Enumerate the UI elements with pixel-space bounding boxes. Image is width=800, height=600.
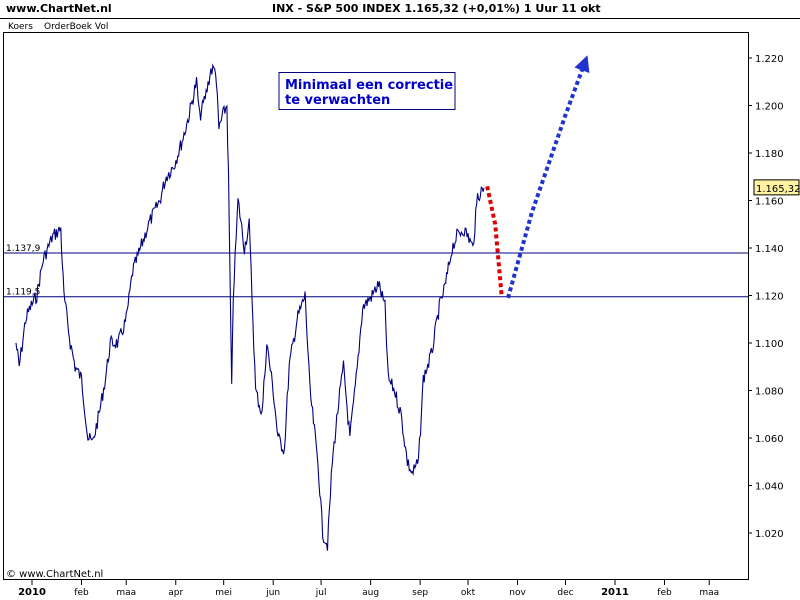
support-line-label: 1.119,5 bbox=[6, 288, 40, 298]
y-axis: 1.020 1.040 1.060 1.080 1.100 1.120 1.140 1.160… bbox=[748, 54, 784, 540]
annotation-line-2: te verwachten bbox=[285, 93, 390, 108]
x-tick-label: maa bbox=[699, 588, 719, 598]
x-tick-label: 2011 bbox=[601, 587, 629, 598]
x-tick-label: dec bbox=[557, 588, 573, 598]
site-name[interactable]: www.ChartNet.nl bbox=[6, 2, 112, 15]
y-tick-label: 1.180 bbox=[755, 149, 784, 160]
price-badge-value: 1.165,32 bbox=[756, 184, 800, 195]
x-tick-label: nov bbox=[509, 588, 526, 598]
y-tick-label: 1.200 bbox=[755, 102, 784, 113]
x-tick-label: 2010 bbox=[18, 587, 46, 598]
y-tick-label: 1.160 bbox=[755, 197, 784, 208]
annotation-box: Minimaal een correctie te verwachten bbox=[278, 72, 456, 110]
price-line bbox=[15, 63, 485, 551]
x-tick-label: okt bbox=[461, 588, 476, 598]
x-tick-label: maa bbox=[116, 588, 136, 598]
y-tick-label: 1.020 bbox=[755, 529, 784, 540]
price-badge: 1.165,32 bbox=[753, 179, 800, 196]
y-tick-label: 1.040 bbox=[755, 482, 784, 493]
projection-correction-line bbox=[485, 185, 504, 296]
annotation-frame bbox=[278, 72, 456, 110]
x-tick-label: sep bbox=[412, 588, 428, 598]
x-tick-label: aug bbox=[362, 588, 379, 598]
x-tick-label: apr bbox=[168, 588, 183, 598]
x-tick-label: jul bbox=[315, 588, 327, 598]
tab-koers[interactable]: Koers bbox=[8, 22, 33, 32]
x-tick-label: feb bbox=[74, 588, 89, 598]
support-line-label: 1.137,9 bbox=[6, 244, 41, 254]
copyright: © www.ChartNet.nl bbox=[6, 569, 103, 580]
y-tick-label: 1.220 bbox=[755, 54, 784, 65]
y-tick-label: 1.120 bbox=[755, 292, 784, 303]
price-badge-box bbox=[753, 179, 800, 196]
x-tick-label: feb bbox=[657, 588, 672, 598]
tab-orderboek-vol[interactable]: OrderBoek Vol bbox=[44, 22, 108, 32]
annotation-line-1: Minimaal een correctie bbox=[285, 78, 453, 93]
y-tick-label: 1.080 bbox=[755, 387, 784, 398]
price-series-group bbox=[15, 63, 485, 551]
plot-frame bbox=[3, 32, 749, 580]
support-lines: 1.137,9 1.119,5 bbox=[4, 244, 748, 298]
projection-group bbox=[485, 55, 590, 299]
x-axis: 2010 feb maa apr mei jun jul aug sep okt nov dec 201… bbox=[18, 580, 719, 598]
projection-up-arrow bbox=[506, 55, 590, 299]
y-tick-label: 1.140 bbox=[755, 244, 784, 255]
y-tick-label: 1.060 bbox=[755, 434, 784, 445]
x-tick-label: mei bbox=[215, 588, 232, 598]
chart-header-title: INX - S&P 500 INDEX 1.165,32 (+0,01%) 1 … bbox=[272, 2, 601, 15]
y-tick-label: 1.100 bbox=[755, 339, 784, 350]
x-tick-label: jun bbox=[265, 588, 280, 598]
